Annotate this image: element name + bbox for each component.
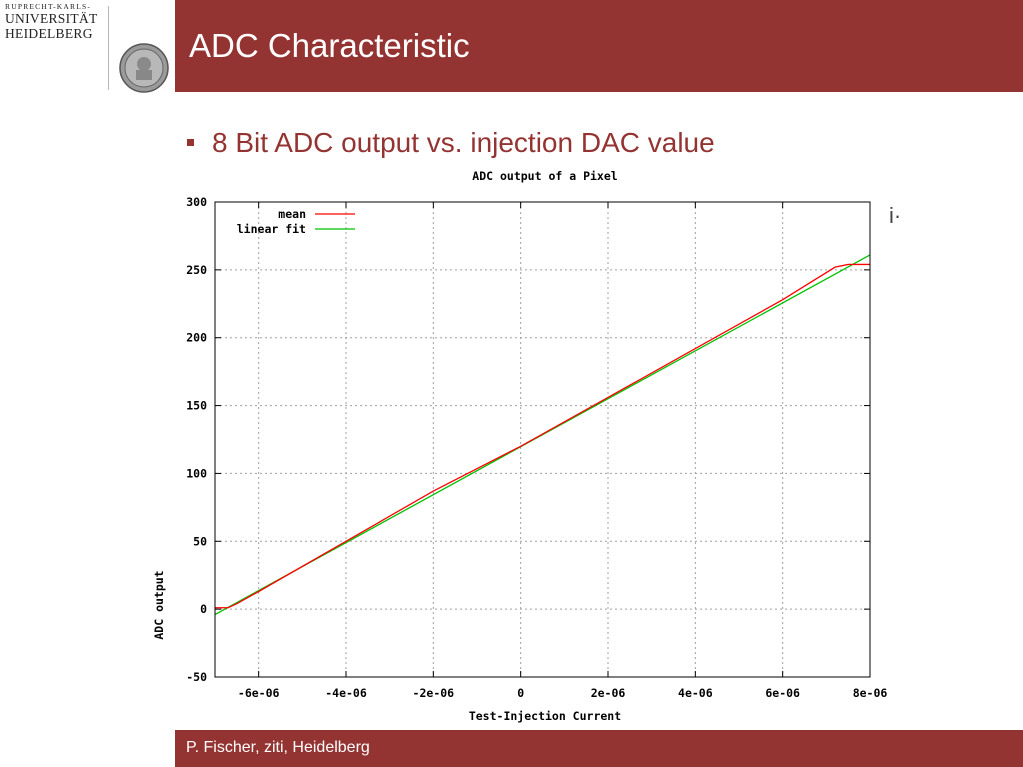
chart-xlabel: Test-Injection Current — [469, 709, 621, 723]
x-tick-label: 8e-06 — [853, 686, 888, 700]
footer-text: P. Fischer, ziti, Heidelberg — [186, 739, 370, 756]
x-tick-label: -6e-06 — [238, 686, 280, 700]
y-tick-label: 200 — [186, 331, 207, 345]
university-seal-icon — [119, 43, 169, 93]
title-bar: ADC Characteristic — [175, 0, 1023, 92]
chart-ticks: -6e-06 -4e-06 -2e-06 0 2e-06 4e-06 6e-06 8e-06 -… — [186, 195, 887, 700]
x-tick-label: -4e-06 — [325, 686, 367, 700]
mean-series-line — [215, 263, 870, 609]
x-tick-label: 4e-06 — [678, 686, 713, 700]
y-tick-label: 250 — [186, 263, 207, 277]
footer-bar: P. Fischer, ziti, Heidelberg — [175, 730, 1023, 767]
slide-title: ADC Characteristic — [189, 27, 470, 64]
chart-series — [214, 254, 871, 616]
y-tick-label: 150 — [186, 399, 207, 413]
plot-frame — [214, 201, 871, 678]
y-tick-label: -50 — [186, 670, 207, 684]
x-tick-label: 6e-06 — [765, 686, 800, 700]
y-tick-label: 300 — [186, 195, 207, 209]
logo-line-2: UNIVERSITÄT — [5, 11, 98, 26]
bullet-marker — [187, 139, 194, 146]
chart-title: ADC output of a Pixel — [472, 169, 617, 183]
logo-wordmark: RUPRECHT-KARLS- UNIVERSITÄT HEIDELBERG — [5, 2, 105, 41]
y-tick-label: 0 — [200, 602, 207, 616]
logo-line-1: RUPRECHT-KARLS- — [5, 2, 92, 11]
legend-label-linear-fit: linear fit — [237, 222, 306, 236]
logo-divider — [108, 6, 109, 90]
university-logo: RUPRECHT-KARLS- UNIVERSITÄT HEIDELBERG — [0, 0, 175, 93]
stray-glyph: i· — [889, 203, 902, 228]
y-tick-label: 100 — [186, 466, 207, 480]
bullet-text: 8 Bit ADC output vs. injection DAC value — [212, 127, 715, 158]
chart-grid — [215, 201, 871, 678]
adc-chart: ADC output of a Pixel ADC output Test-In… — [152, 169, 887, 723]
x-tick-label: 0 — [517, 686, 524, 700]
y-tick-label: 50 — [193, 534, 207, 548]
legend-label-mean: mean — [278, 207, 306, 221]
logo-line-3: HEIDELBERG — [5, 26, 93, 41]
x-tick-label: 2e-06 — [591, 686, 626, 700]
x-tick-label: -2e-06 — [413, 686, 455, 700]
chart-ylabel: ADC output — [152, 570, 166, 639]
